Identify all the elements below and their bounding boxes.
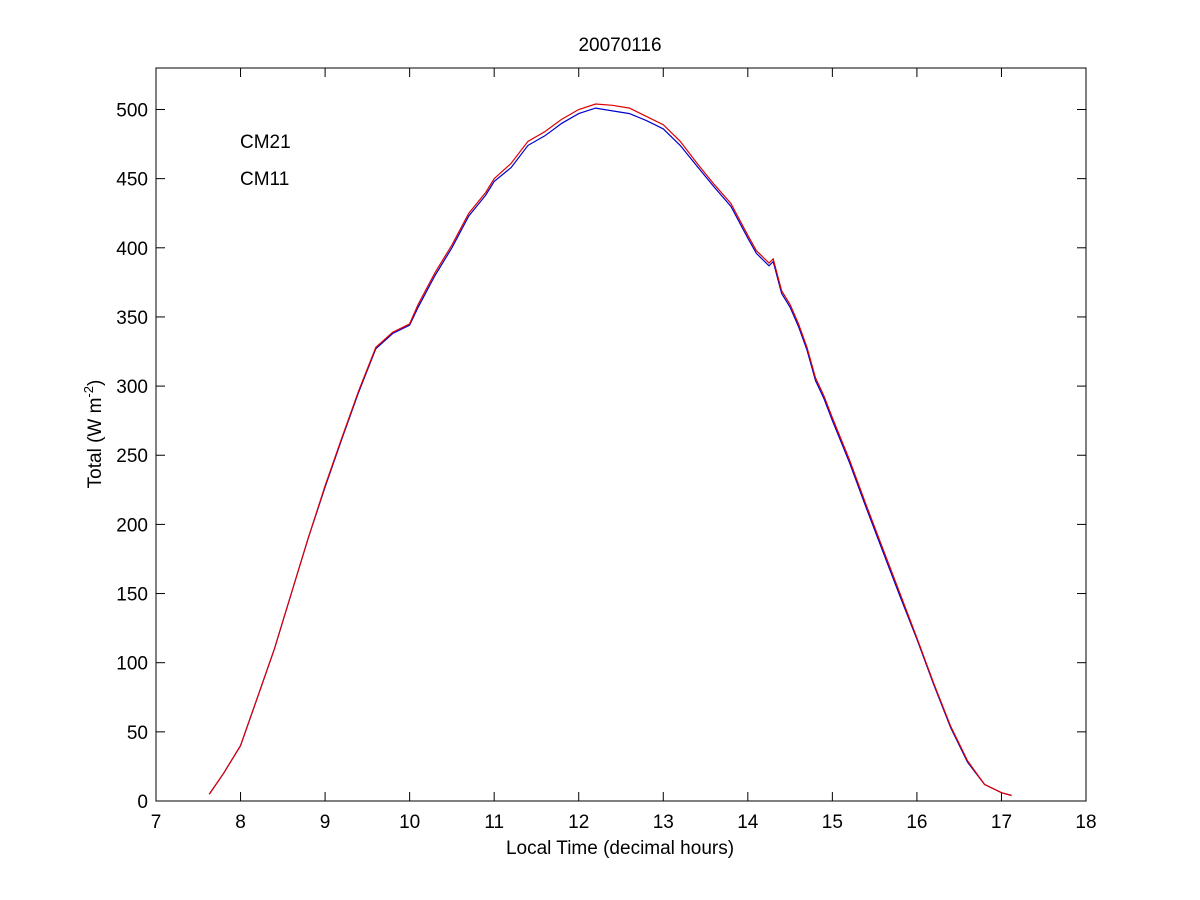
legend-entry-cm21: CM21 bbox=[240, 132, 291, 153]
legend-entry-cm11: CM11 bbox=[240, 169, 289, 190]
y-tick-label: 400 bbox=[116, 239, 148, 260]
y-axis-label-main: Total (W m bbox=[85, 398, 106, 489]
plot-frame bbox=[155, 67, 1087, 802]
x-tick-label: 10 bbox=[399, 812, 420, 833]
x-tick-label: 17 bbox=[991, 812, 1012, 833]
y-axis-label: Total (W m-2) bbox=[81, 380, 106, 489]
y-tick-label: 50 bbox=[127, 723, 148, 744]
y-tick-label: 200 bbox=[116, 515, 148, 536]
x-tick-label: 12 bbox=[568, 812, 589, 833]
y-tick-label: 300 bbox=[116, 377, 148, 398]
x-axis-label: Local Time (decimal hours) bbox=[506, 838, 734, 859]
series-line-cm11 bbox=[208, 103, 1012, 797]
y-tick-label: 100 bbox=[116, 654, 148, 675]
y-tick-label: 150 bbox=[116, 585, 148, 606]
series-lines bbox=[208, 103, 1012, 797]
x-axis: 7 8 9 10 11 12 13 14 15 16 17 18 bbox=[151, 68, 1097, 833]
y-axis: 0 50 100 150 200 250 300 350 400 450 500 bbox=[116, 100, 1086, 813]
y-tick-label: 250 bbox=[116, 446, 148, 467]
y-axis-label-close: ) bbox=[85, 380, 106, 386]
y-tick-label: 500 bbox=[116, 100, 148, 121]
chart-title: 20070116 bbox=[578, 35, 661, 56]
series-line-cm21 bbox=[208, 107, 1012, 797]
x-tick-label: 9 bbox=[320, 812, 331, 833]
x-tick-label: 13 bbox=[653, 812, 674, 833]
x-tick-label: 7 bbox=[151, 812, 162, 833]
y-tick-label: 450 bbox=[116, 170, 148, 191]
y-axis-label-superscript: -2 bbox=[81, 386, 96, 398]
x-tick-label: 11 bbox=[484, 812, 504, 833]
y-tick-label: 350 bbox=[116, 308, 148, 329]
x-tick-label: 15 bbox=[822, 812, 843, 833]
x-tick-label: 16 bbox=[906, 812, 927, 833]
x-tick-label: 18 bbox=[1075, 812, 1096, 833]
x-tick-label: 8 bbox=[235, 812, 246, 833]
y-tick-label: 0 bbox=[137, 792, 148, 813]
x-tick-label: 14 bbox=[737, 812, 759, 833]
